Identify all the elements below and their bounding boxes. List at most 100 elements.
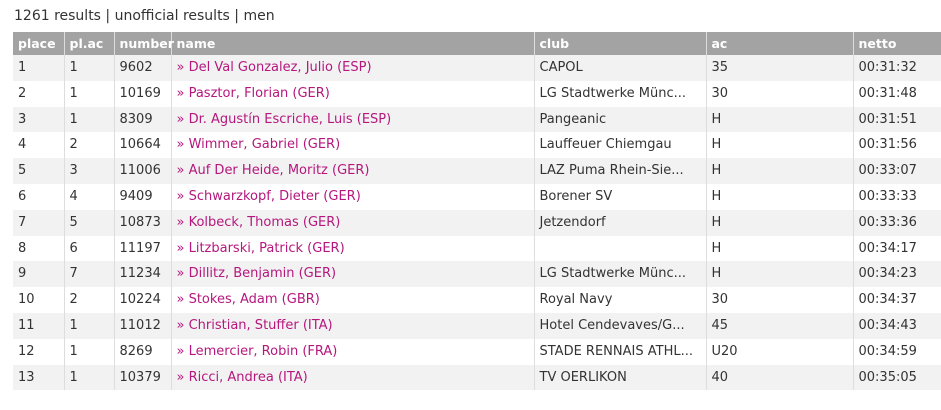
result-row: 2 1 10169» Pasztor, Florian (GER) LG Stadtw… [13, 80, 941, 107]
ac-cell: 30 [706, 287, 854, 313]
column-header[interactable]: ac [706, 32, 854, 55]
name-cell[interactable]: » Stokes, Adam (GBR) [171, 287, 535, 313]
number-cell: 8309 [114, 106, 172, 133]
netto-cell: 00:33:33 [853, 183, 941, 210]
place-cell: 2 [13, 80, 65, 107]
table-body: 1 1 9602» Del Val Gonzalez, Julio (ESP) CAP… [13, 55, 941, 391]
header-row: place pl.ac number name club ac netto [13, 32, 941, 55]
result-row: 11 1 11012» Christian, Stuffer (ITA) Hotel … [13, 312, 941, 339]
plac-cell: 1 [64, 312, 115, 339]
name-cell[interactable]: » Ricci, Andrea (ITA) [171, 364, 535, 391]
name-cell[interactable]: » Dillitz, Benjamin (GER) [171, 261, 535, 288]
place-cell: 5 [13, 158, 65, 184]
results-table: place pl.ac number name club ac netto 1 1 9602» … [13, 32, 941, 391]
name-cell[interactable]: » Litzbarski, Patrick (GER) [171, 235, 535, 262]
name-cell[interactable]: » Wimmer, Gabriel (GER) [171, 132, 535, 159]
result-row: 3 1 8309» Dr. Agustín Escriche, Luis (ESP)… [13, 106, 941, 133]
result-row: 1 1 9602» Del Val Gonzalez, Julio (ESP) CAP… [13, 55, 941, 81]
ac-cell: H [706, 183, 854, 210]
club-cell: Hotel Cendevaves/G... [534, 312, 707, 339]
number-cell: 9409 [114, 183, 172, 210]
netto-cell: 00:34:59 [853, 338, 941, 365]
netto-cell: 00:34:23 [853, 261, 941, 288]
plac-cell: 6 [64, 235, 115, 262]
club-cell: Jetzendorf [534, 209, 707, 236]
club-cell: LAZ Puma Rhein-Sie... [534, 158, 707, 184]
name-cell[interactable]: » Schwarzkopf, Dieter (GER) [171, 183, 535, 210]
netto-cell: 00:34:37 [853, 287, 941, 313]
netto-cell: 00:33:36 [853, 209, 941, 236]
plac-cell: 2 [64, 132, 115, 159]
place-cell: 12 [13, 338, 65, 365]
ac-cell: 45 [706, 312, 854, 339]
column-header[interactable]: pl.ac [64, 32, 115, 55]
ac-cell: 30 [706, 80, 854, 107]
place-cell: 7 [13, 209, 65, 236]
name-cell[interactable]: » Lemercier, Robin (FRA) [171, 338, 535, 365]
club-cell: Royal Navy [534, 287, 707, 313]
result-row: 5 3 11006» Auf Der Heide, Moritz (GER) LAZ … [13, 158, 941, 184]
place-cell: 9 [13, 261, 65, 288]
ac-cell: H [706, 158, 854, 184]
number-cell: 10169 [114, 80, 172, 107]
name-cell[interactable]: » Kolbeck, Thomas (GER) [171, 209, 535, 236]
club-cell [534, 235, 707, 262]
ac-cell: H [706, 106, 854, 133]
result-row: 8 6 11197» Litzbarski, Patrick (GER) H 00:34… [13, 235, 941, 262]
netto-cell: 00:35:05 [853, 364, 941, 391]
plac-cell: 5 [64, 209, 115, 236]
result-row: 4 2 10664» Wimmer, Gabriel (GER) Lauffeuer … [13, 132, 941, 159]
name-cell[interactable]: » Auf Der Heide, Moritz (GER) [171, 158, 535, 184]
place-cell: 11 [13, 312, 65, 339]
number-cell: 10664 [114, 132, 172, 159]
number-cell: 11234 [114, 261, 172, 288]
plac-cell: 2 [64, 287, 115, 313]
place-cell: 8 [13, 235, 65, 262]
place-cell: 1 [13, 55, 65, 81]
name-cell[interactable]: » Dr. Agustín Escriche, Luis (ESP) [171, 106, 535, 133]
ac-cell: H [706, 261, 854, 288]
plac-cell: 7 [64, 261, 115, 288]
name-cell[interactable]: » Christian, Stuffer (ITA) [171, 312, 535, 339]
number-cell: 10873 [114, 209, 172, 236]
plac-cell: 4 [64, 183, 115, 210]
result-row: 13 1 10379» Ricci, Andrea (ITA) TV OERLIKON… [13, 364, 941, 391]
club-cell: CAPOL [534, 55, 707, 81]
plac-cell: 3 [64, 158, 115, 184]
place-cell: 13 [13, 364, 65, 391]
plac-cell: 1 [64, 364, 115, 391]
place-cell: 4 [13, 132, 65, 159]
netto-cell: 00:33:07 [853, 158, 941, 184]
ac-cell: H [706, 235, 854, 262]
column-header[interactable]: club [534, 32, 707, 55]
netto-cell: 00:31:51 [853, 106, 941, 133]
number-cell: 11197 [114, 235, 172, 262]
column-header[interactable]: place [13, 32, 65, 55]
result-row: 12 1 8269» Lemercier, Robin (FRA) STADE REN… [13, 338, 941, 365]
result-row: 7 5 10873» Kolbeck, Thomas (GER) Jetzendorf… [13, 209, 941, 236]
column-header[interactable]: netto [853, 32, 941, 55]
club-cell: LG Stadtwerke Münc... [534, 80, 707, 107]
result-row: 6 4 9409» Schwarzkopf, Dieter (GER) Borener… [13, 183, 941, 210]
place-cell: 6 [13, 183, 65, 210]
club-cell: TV OERLIKON [534, 364, 707, 391]
ac-cell: U20 [706, 338, 854, 365]
number-cell: 8269 [114, 338, 172, 365]
number-cell: 10379 [114, 364, 172, 391]
place-cell: 10 [13, 287, 65, 313]
netto-cell: 00:34:17 [853, 235, 941, 262]
name-cell[interactable]: » Pasztor, Florian (GER) [171, 80, 535, 107]
club-cell: LG Stadtwerke Münc... [534, 261, 707, 288]
club-cell: Lauffeuer Chiemgau [534, 132, 707, 159]
column-header[interactable]: name [171, 32, 535, 55]
club-cell: Borener SV [534, 183, 707, 210]
netto-cell: 00:31:56 [853, 132, 941, 159]
number-cell: 9602 [114, 55, 172, 81]
column-header[interactable]: number [114, 32, 174, 55]
plac-cell: 1 [64, 55, 115, 81]
name-cell[interactable]: » Del Val Gonzalez, Julio (ESP) [171, 55, 535, 81]
club-cell: Pangeanic [534, 106, 707, 133]
ac-cell: H [706, 209, 854, 236]
plac-cell: 1 [64, 106, 115, 133]
ac-cell: 40 [706, 364, 854, 391]
